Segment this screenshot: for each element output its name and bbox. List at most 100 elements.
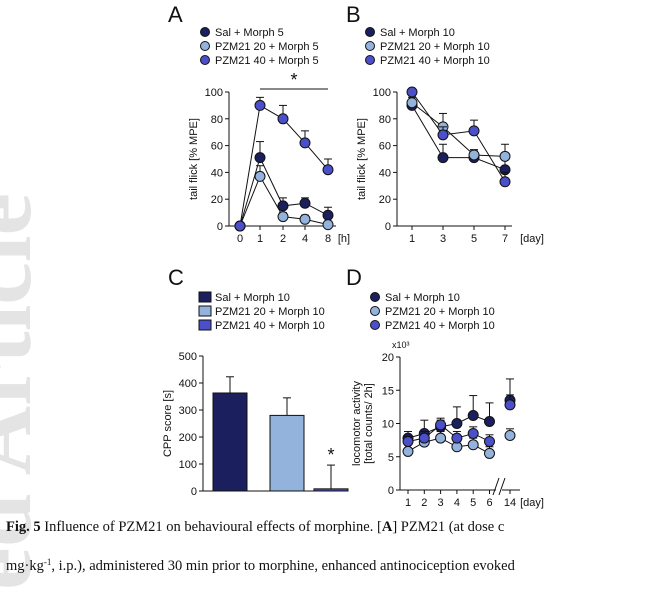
panel-letter: D [346,265,362,290]
bar [313,488,349,492]
x-tick-label: 14 [504,497,516,509]
point [322,164,334,176]
x-tick-label: 3 [440,233,446,245]
y-tick-label: 20 [211,194,223,206]
point [484,416,495,428]
point [435,419,447,431]
point [402,435,414,447]
x-tick-label: 5 [470,497,476,509]
point [299,137,311,149]
point [277,200,289,212]
legend-marker [365,41,375,51]
legend-marker [200,41,210,51]
axis-break [492,477,500,496]
legend-marker [370,306,380,316]
annotation: * [327,445,334,465]
caption-line: mg·kg-1, i.p.), administered 30 min prio… [6,557,516,574]
point [437,129,449,141]
x-unit: [day] [520,233,544,245]
x-tick-label: 2 [280,233,286,245]
x-tick-label: 1 [257,233,263,245]
x-tick-label: 5 [471,233,477,245]
point [499,150,511,162]
series-line [411,105,506,171]
legend-label: PZM21 40 + Morph 10 [215,320,325,332]
x-tick-label: 7 [502,233,508,245]
y-tick-label: 100 [205,87,223,99]
y-tick-label: 0 [388,485,394,497]
point [254,152,266,164]
y-tick-label: 0 [385,221,391,233]
point [451,432,463,444]
x-tick-label: 1 [405,497,411,509]
legend-marker [365,55,375,65]
x-tick-label: 6 [486,497,492,509]
legend-label: Sal + Morph 5 [215,27,284,39]
legend-label: PZM21 20 + Morph 10 [215,306,325,318]
y-tick-label: 200 [179,432,197,444]
caption-sup: -1 [44,557,52,567]
legend-label: PZM21 20 + Morph 10 [385,306,495,318]
caption-line: Fig. 5 Influence of PZM21 on behavioural… [6,519,504,535]
point [234,220,246,232]
y-tick-label: 0 [191,486,197,498]
point [418,432,430,444]
panel-ref: A [382,519,393,535]
point [467,410,479,422]
bar [212,392,248,492]
point [484,447,495,459]
series-line [411,91,506,183]
y-tick-label: 80 [379,114,391,126]
annotation: * [290,70,297,90]
panel-letter: A [168,2,183,27]
legend-marker [370,320,380,330]
point [467,427,479,439]
x-tick-label: 8 [325,233,331,245]
x-tick-label: 1 [409,233,415,245]
y-axis-label: tail flick [% MPE] [356,118,368,200]
y-tick-label: 100 [179,459,197,471]
legend-swatch [198,319,212,331]
point [468,125,480,137]
point [402,445,414,457]
panel-letter: C [168,265,184,290]
y-tick-label: 5 [388,452,394,464]
legend-marker [200,27,210,37]
point [254,170,266,182]
watermark: ed Article [0,193,51,590]
y-tick-label: 40 [211,167,223,179]
caption-text: Influence of PZM21 on behavioural effect… [41,519,382,535]
point [435,432,447,444]
y-axis-label: tail flick [% MPE] [188,118,200,200]
legend-label: Sal + Morph 10 [215,292,290,304]
y-axis-label: locomotor activity [351,381,363,466]
x-tick-label: 2 [421,497,427,509]
x-tick-label: 3 [438,497,444,509]
x-tick-label: 4 [302,233,308,245]
x-tick-label: 4 [454,497,460,509]
legend-marker [370,292,380,302]
y-tick-label: 10 [382,419,394,431]
legend-marker [200,55,210,65]
y-tick-label: 80 [211,114,223,126]
bar [269,414,305,492]
legend-label: Sal + Morph 10 [385,292,460,304]
point [468,149,480,161]
caption-text: , i.p.), administered 30 min prior to mo… [51,558,515,574]
y-tick-label: 20 [382,352,394,364]
caption-text: ] PZM21 (at dose c [392,519,504,535]
y-multiplier: x10³ [392,340,410,350]
panel-letter: B [346,2,361,27]
x-unit: [day] [520,497,544,509]
y-tick-label: 40 [379,167,391,179]
legend-label: PZM21 40 + Morph 10 [380,55,490,67]
legend-label: PZM21 20 + Morph 10 [380,41,490,53]
legend-swatch [198,291,212,303]
y-tick-label: 60 [211,141,223,153]
point [451,418,463,429]
point [322,219,334,231]
legend-label: Sal + Morph 10 [380,27,455,39]
y-axis-label: [total counts/ 2h] [363,383,375,464]
point [406,97,418,109]
